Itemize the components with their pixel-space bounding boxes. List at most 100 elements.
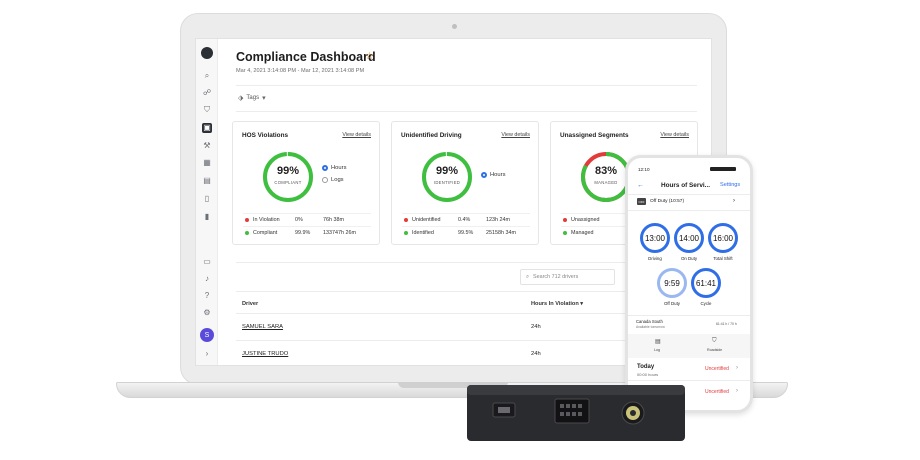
gauge-percent: 99% [276, 165, 300, 177]
divider [236, 291, 697, 292]
gauge-label: IDENTIFIED [433, 180, 461, 185]
red-dot-icon [563, 218, 567, 222]
phone: 12:10 ← Hours of Servi... Settings OFF O… [625, 155, 753, 413]
legend-row: Unidentified 0.4% 123h 24m [402, 213, 530, 225]
phone-title: Hours of Servi... [661, 182, 711, 189]
clock-label: Cycle [700, 301, 712, 306]
card-title: Unidentified Driving [401, 132, 462, 139]
card-unidentified-driving: Unidentified Driving View details 99% ID… [391, 121, 539, 245]
identified-gauge [422, 152, 472, 202]
chevron-right-icon[interactable]: › [736, 388, 738, 394]
search-icon: ⌕ [526, 273, 530, 280]
gauge-percent: 83% [594, 165, 618, 177]
green-dot-icon [563, 231, 567, 235]
document-icon[interactable]: ▯ [204, 194, 210, 203]
clock-on-duty: 14:00 [674, 223, 704, 253]
column-header-driver[interactable]: Driver [242, 301, 259, 307]
phone-time: 12:10 [638, 167, 650, 172]
laptop-notch [398, 382, 508, 388]
help-icon[interactable]: ? [204, 291, 210, 300]
gear-icon[interactable]: ⚙ [203, 308, 211, 317]
message-icon[interactable]: ▭ [203, 257, 211, 266]
table-row-driver-link[interactable]: SAMUEL SARA [242, 324, 284, 330]
legend-row: In Violation 0% 76h 38m [243, 213, 371, 225]
card-title: HOS Violations [242, 132, 289, 139]
divider [628, 380, 750, 381]
tags-label: Tags [246, 95, 260, 101]
view-details-link[interactable]: View details [342, 132, 371, 138]
settings-link[interactable]: Settings [720, 182, 741, 188]
log-icon: ▤ [655, 339, 661, 345]
radio-hours[interactable]: Hours [322, 165, 346, 171]
duty-status[interactable]: Off Duty (10:57) [650, 199, 685, 204]
back-arrow-icon[interactable]: ← [637, 182, 644, 189]
column-header-hours-in-violation[interactable]: Hours In Violation ▾ [531, 301, 584, 307]
status-badge: OFF [637, 198, 646, 205]
tags-filter[interactable]: ⬗ Tags ▾ [238, 94, 266, 102]
chevron-down-icon: ▾ [262, 95, 266, 102]
divider [628, 210, 750, 211]
uncertified-status[interactable]: Uncertified [705, 366, 729, 372]
clock-cycle: 61:41 [691, 268, 721, 298]
star-icon[interactable]: ☆ [365, 51, 374, 62]
search-icon[interactable]: ⌕ [204, 71, 210, 80]
chevron-right-icon[interactable]: › [733, 198, 735, 204]
org-chart-icon[interactable]: ☍ [202, 88, 212, 97]
compliance-gauge [263, 152, 313, 202]
sidebar: ⌕ ☍ ⛉ ▣ ⚒ ▦ ▤ ▯ ▮ ▭ ♪ ? ⚙ S › [196, 39, 218, 365]
day-label: Today [637, 364, 655, 370]
divider [236, 340, 697, 341]
clock-label: On Duty [680, 256, 698, 261]
search-placeholder: Search 712 drivers [533, 274, 579, 280]
gauge-percent: 99% [435, 165, 459, 177]
compliance-icon[interactable]: ▣ [202, 123, 212, 133]
radio-selected-icon [481, 172, 487, 178]
day-hours: 00:00 hours [637, 372, 659, 377]
laptop-camera [452, 24, 457, 29]
clock-label: Driving [648, 256, 662, 261]
divider [236, 262, 697, 263]
red-dot-icon [404, 218, 408, 222]
reports-icon[interactable]: ▮ [204, 212, 210, 221]
view-details-link[interactable]: View details [501, 132, 530, 138]
table-row-hours: 24h [531, 351, 541, 357]
laptop-screen: ⌕ ☍ ⛉ ▣ ⚒ ▦ ▤ ▯ ▮ ▭ ♪ ? ⚙ S › Compliance… [195, 38, 712, 366]
avatar[interactable]: S [200, 328, 214, 342]
radio-unselected-icon [322, 177, 328, 183]
status-bar-icons [710, 167, 736, 171]
chevron-right-icon[interactable]: › [736, 365, 738, 371]
tab-log[interactable]: Log [654, 348, 660, 352]
clock-label: Total Shift [713, 256, 733, 261]
date-range[interactable]: Mar 4, 2021 3:14:08 PM - Mar 12, 2021 3:… [236, 68, 365, 74]
view-details-link[interactable]: View details [660, 132, 689, 138]
eld-device [467, 385, 685, 441]
grid-icon[interactable]: ▦ [203, 158, 211, 167]
card-title: Unassigned Segments [560, 132, 629, 139]
app-logo-icon[interactable] [201, 47, 213, 59]
card-hos-violations: HOS Violations View details 99% COMPLIAN… [232, 121, 380, 245]
tab-roadside[interactable]: Roadside [707, 348, 723, 352]
clock-label: Off Duty [663, 301, 681, 306]
divider [236, 85, 697, 86]
radio-hours[interactable]: Hours [481, 172, 505, 178]
uncertified-status[interactable]: Uncertified [705, 389, 729, 395]
red-dot-icon [245, 218, 249, 222]
gauge-label: COMPLIANT [274, 180, 302, 185]
fuel-icon[interactable]: ▤ [203, 176, 211, 185]
chevron-right-icon[interactable]: › [205, 349, 209, 358]
ruleset-name: Canada South [636, 319, 663, 324]
main-content: Compliance Dashboard ☆ Mar 4, 2021 3:14:… [218, 39, 711, 365]
table-row-driver-link[interactable]: JUSTINE TRUDO [242, 351, 289, 357]
ruleset-sub: Available tomorrow [636, 325, 665, 329]
wrench-icon[interactable]: ⚒ [203, 141, 211, 150]
bell-icon[interactable]: ♪ [205, 274, 209, 283]
search-input[interactable]: ⌕ Search 712 drivers [520, 269, 615, 285]
shield-icon[interactable]: ⛉ [204, 105, 210, 114]
table-row-hours: 24h [531, 324, 541, 330]
clock-off-duty: 9:59 [657, 268, 687, 298]
green-dot-icon [404, 231, 408, 235]
green-dot-icon [245, 231, 249, 235]
radio-logs[interactable]: Logs [322, 177, 344, 183]
clock-total-shift: 16:00 [708, 223, 738, 253]
legend-row: Identified 99.5% 25158h 34m [402, 226, 530, 238]
